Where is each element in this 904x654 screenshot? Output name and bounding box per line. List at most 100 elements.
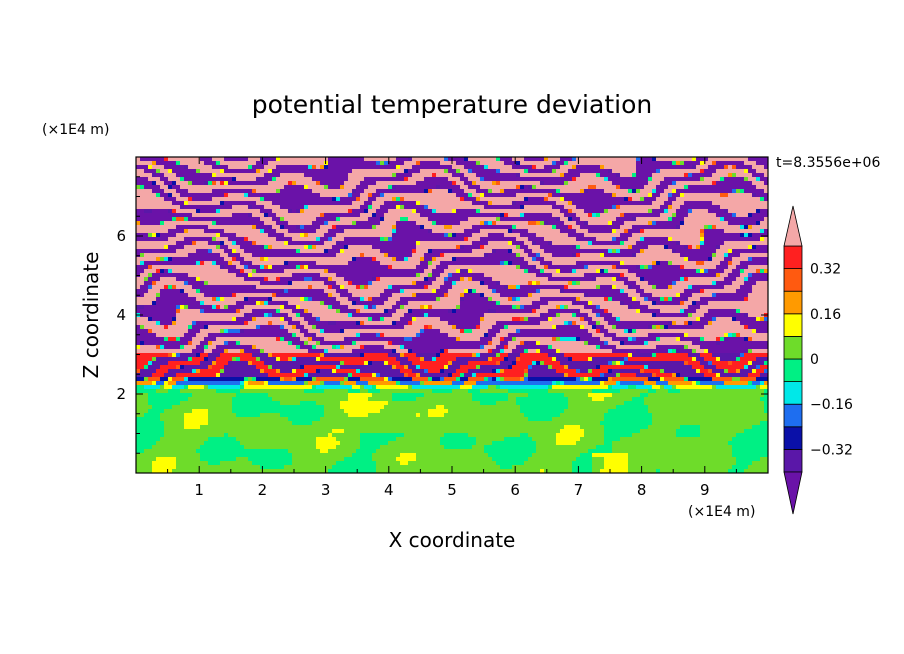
field-cell (360, 241, 365, 246)
field-cell (296, 217, 301, 222)
field-cell (664, 213, 669, 218)
field-cell (368, 229, 373, 234)
field-cell (608, 193, 613, 198)
field-cell (232, 205, 237, 210)
field-cell (304, 157, 309, 162)
field-cell (164, 273, 169, 278)
field-cell (716, 205, 721, 210)
field-cell (700, 209, 705, 214)
field-cell (168, 185, 173, 190)
field-cell (580, 261, 585, 266)
field-cell (508, 165, 513, 170)
field-cell (612, 229, 617, 234)
field-cell (584, 277, 589, 282)
field-cell (312, 205, 317, 210)
field-cell (612, 213, 617, 218)
field-cell (256, 261, 261, 266)
field-cell (548, 213, 553, 218)
field-cell (384, 181, 389, 186)
field-cell (144, 277, 149, 282)
field-cell (636, 189, 641, 194)
field-cell (536, 257, 541, 262)
field-cell (656, 161, 661, 166)
field-cell (484, 197, 489, 202)
field-cell (504, 197, 509, 202)
field-cell (424, 209, 429, 214)
field-cell (492, 269, 497, 274)
field-cell (704, 249, 709, 254)
field-cell (568, 221, 573, 226)
field-cell (264, 213, 269, 218)
field-cell (476, 169, 481, 174)
field-cell (452, 273, 457, 278)
field-cell (748, 217, 753, 222)
field-cell (312, 249, 317, 254)
field-cell (464, 265, 469, 270)
field-cell (172, 169, 177, 174)
field-cell (572, 257, 577, 262)
field-cell (652, 177, 657, 182)
field-cell (528, 189, 533, 194)
field-cell (608, 249, 613, 254)
field-cell (136, 257, 141, 262)
field-cell (492, 273, 497, 278)
field-cell (204, 161, 209, 166)
field-cell (240, 241, 245, 246)
field-cell (540, 253, 545, 258)
field-cell (448, 193, 453, 198)
field-cell (524, 229, 529, 234)
field-cell (500, 241, 505, 246)
field-cell (524, 233, 529, 238)
field-cell (212, 233, 217, 238)
field-cell (700, 249, 705, 254)
field-cell (584, 269, 589, 274)
field-cell (456, 269, 461, 274)
field-cell (580, 157, 585, 162)
field-cell (708, 181, 713, 186)
field-cell (344, 209, 349, 214)
field-cell (340, 189, 345, 194)
field-cell (296, 265, 301, 270)
field-cell (712, 177, 717, 182)
field-cell (368, 169, 373, 174)
field-cell (388, 269, 393, 274)
field-cell (696, 241, 701, 246)
field-cell (160, 273, 165, 278)
field-cell (404, 173, 409, 178)
field-cell (640, 205, 645, 210)
field-cell (320, 229, 325, 234)
field-cell (232, 213, 237, 218)
field-cell (488, 209, 493, 214)
field-cell (400, 189, 405, 194)
field-cell (516, 217, 521, 222)
field-cell (688, 237, 693, 242)
field-cell (548, 181, 553, 186)
field-cell (296, 157, 301, 162)
field-cell (368, 225, 373, 230)
field-cell (340, 229, 345, 234)
field-cell (608, 217, 613, 222)
field-cell (484, 265, 489, 270)
field-cell (708, 269, 713, 274)
field-cell (372, 253, 377, 258)
field-cell (488, 233, 493, 238)
field-cell (712, 201, 717, 206)
field-cell (376, 261, 381, 266)
field-cell (228, 185, 233, 190)
field-cell (452, 189, 457, 194)
field-cell (452, 221, 457, 226)
field-cell (736, 233, 741, 238)
field-cell (348, 201, 353, 206)
field-cell (708, 189, 713, 194)
field-cell (248, 213, 253, 218)
field-cell (480, 237, 485, 242)
field-cell (212, 209, 217, 214)
field-cell (416, 181, 421, 186)
field-cell (764, 213, 768, 218)
field-cell (660, 177, 665, 182)
field-cell (544, 253, 549, 258)
field-cell (260, 173, 265, 178)
field-cell (548, 253, 553, 258)
field-cell (688, 273, 693, 278)
field-cell (228, 277, 233, 282)
